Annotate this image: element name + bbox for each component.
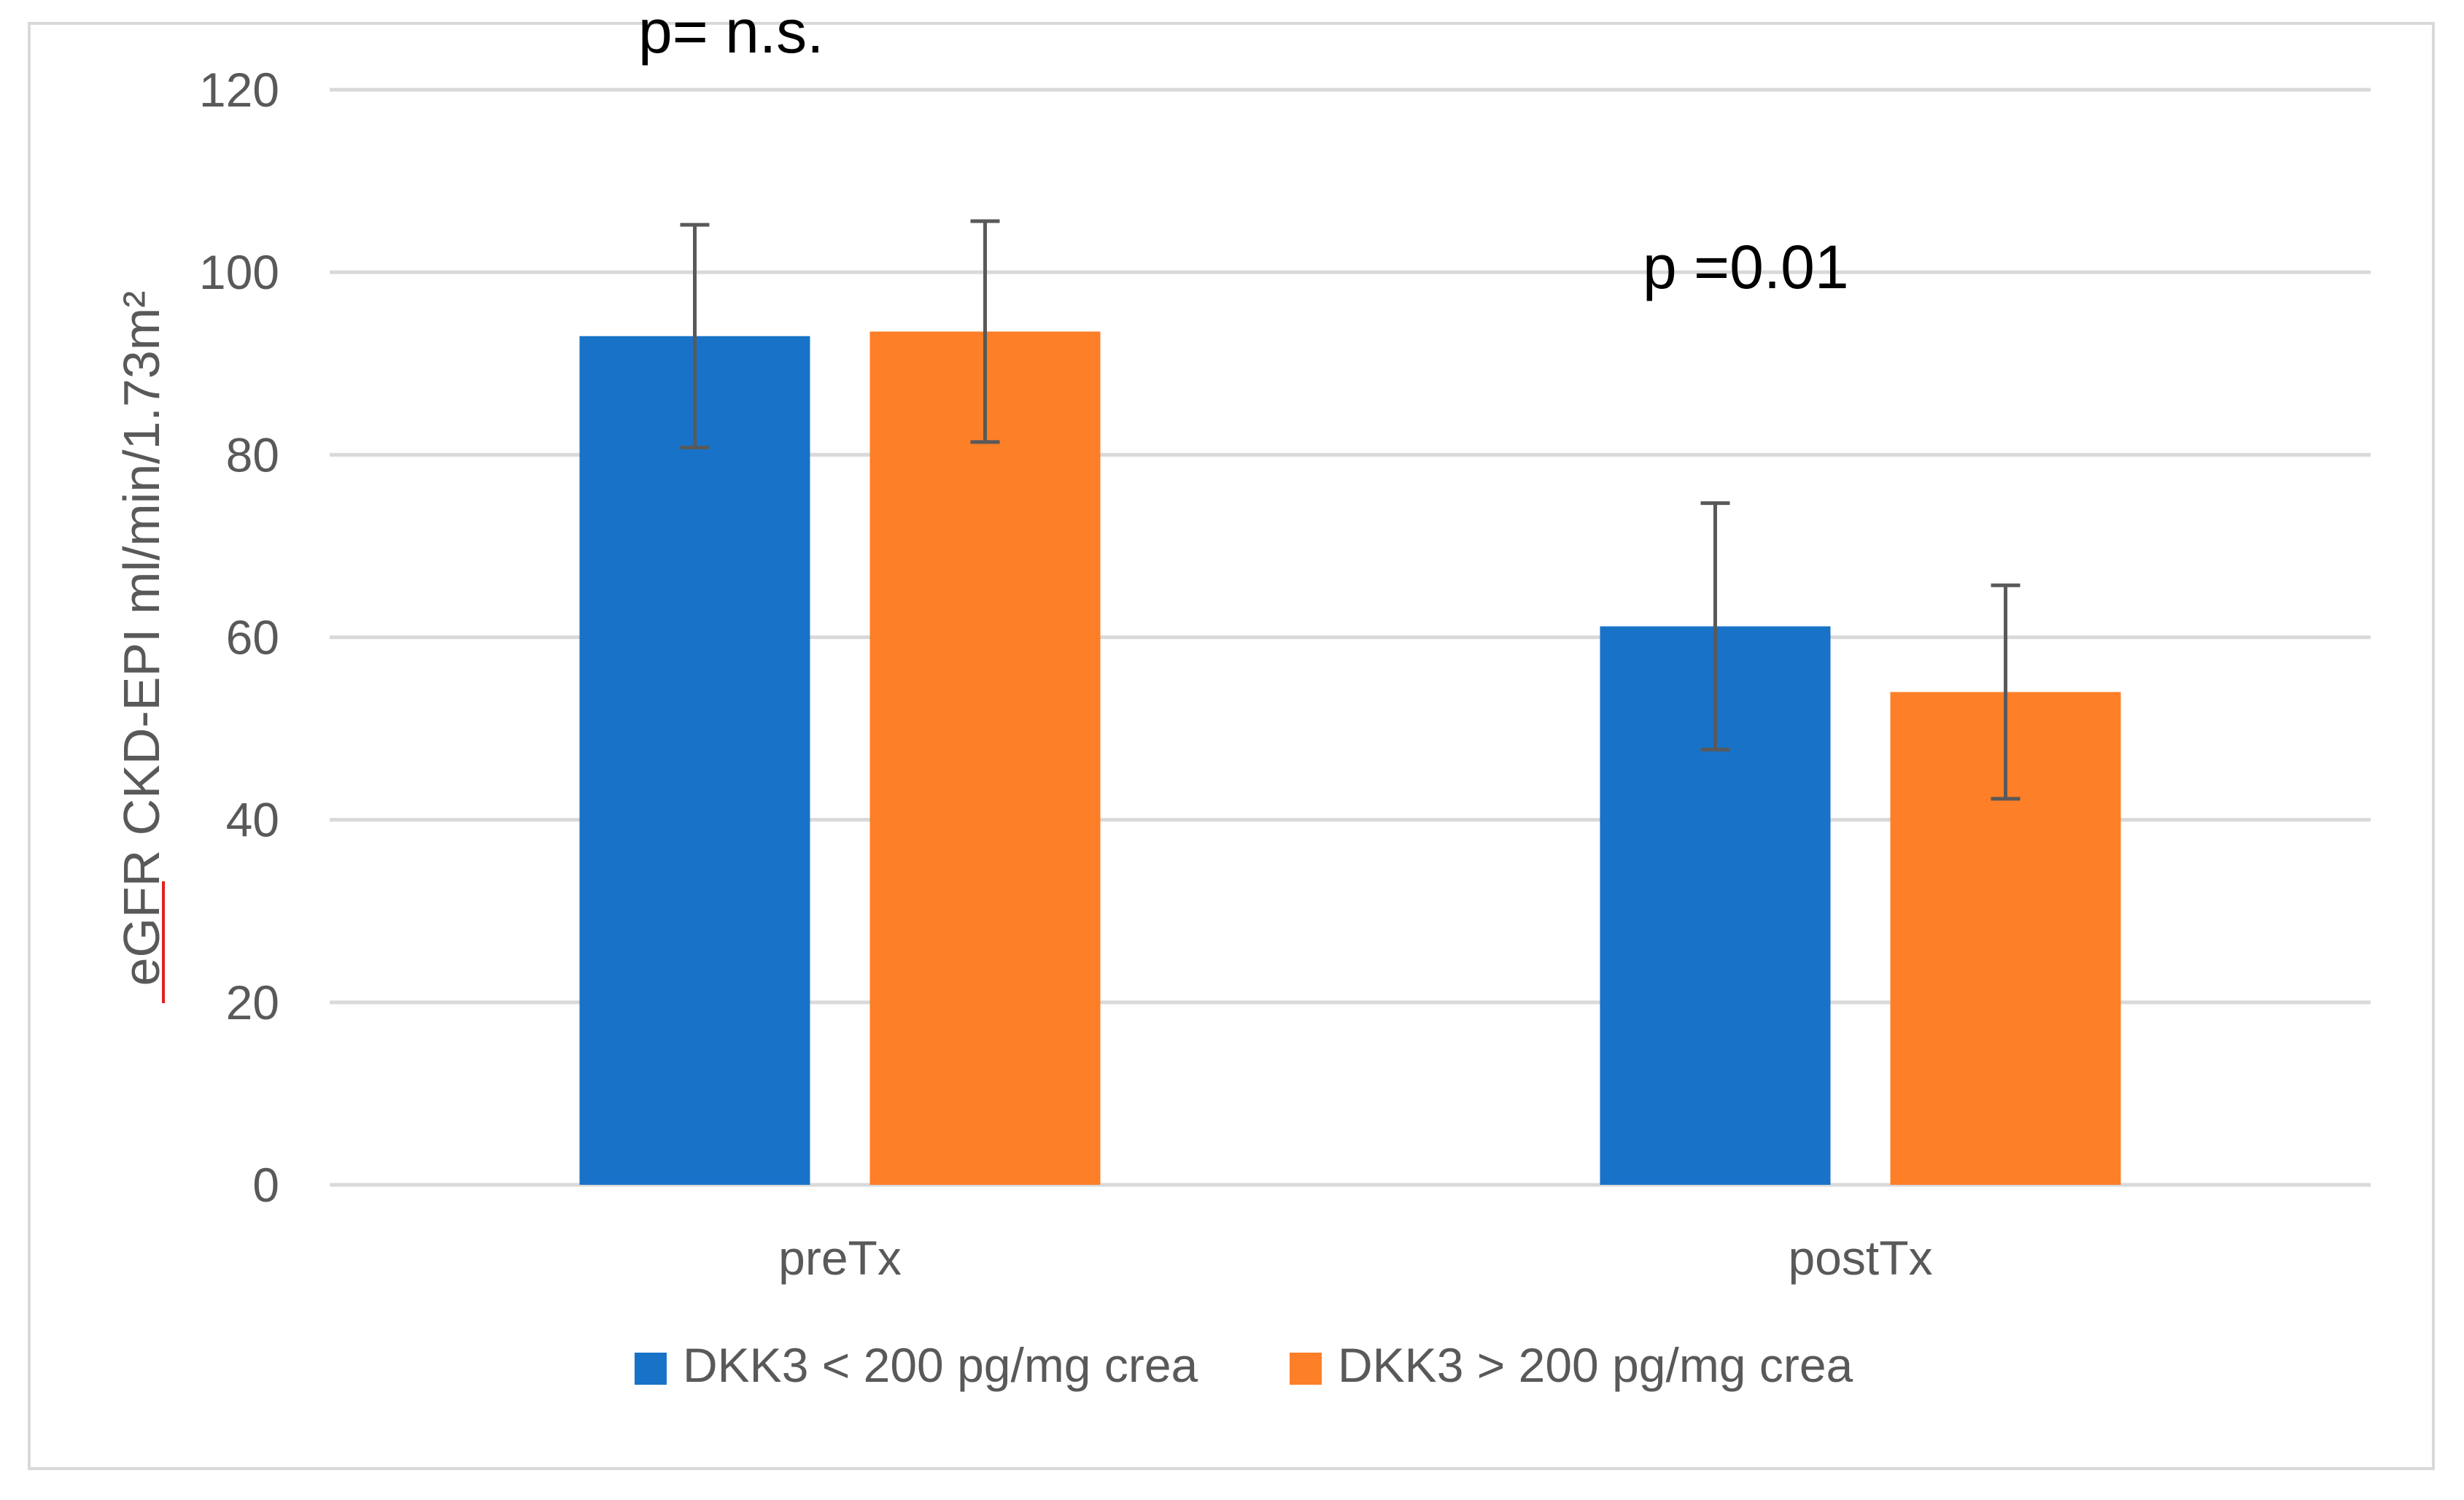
y-tick-label: 40 [226, 793, 279, 847]
bar [869, 331, 1101, 1185]
x-category-label: preTx [778, 1231, 902, 1285]
y-tick-label: 20 [226, 975, 279, 1029]
legend: DKK3 < 200 pg/mg crea DKK3 > 200 pg/mg cr… [635, 1338, 1853, 1392]
x-category-label: postTx [1788, 1231, 1932, 1285]
y-axis-title: eGFR CKD-EPI ml/min/1.73m² [113, 291, 170, 986]
bars [579, 331, 2121, 1186]
legend-label: DKK3 > 200 pg/mg crea [1338, 1338, 1853, 1392]
annotation-pretx-significance: p= n.s. [638, 0, 824, 66]
y-tick-label: 0 [252, 1158, 279, 1212]
y-tick-label: 60 [226, 611, 279, 665]
y-tick-label: 120 [199, 63, 279, 117]
x-axis-category-labels: preTx postTx [778, 1231, 1932, 1285]
legend-label: DKK3 < 200 pg/mg crea [683, 1338, 1198, 1392]
y-tick-label: 80 [226, 428, 279, 482]
annotation-posttx-significance: p =0.01 [1643, 233, 1849, 301]
error-bars [680, 219, 2021, 801]
y-tick-label: 100 [199, 245, 279, 299]
legend-swatch [635, 1353, 667, 1385]
y-axis-tick-labels: 0 20 40 60 80 100 120 [199, 63, 279, 1212]
legend-swatch [1290, 1353, 1322, 1385]
bar [579, 336, 810, 1186]
